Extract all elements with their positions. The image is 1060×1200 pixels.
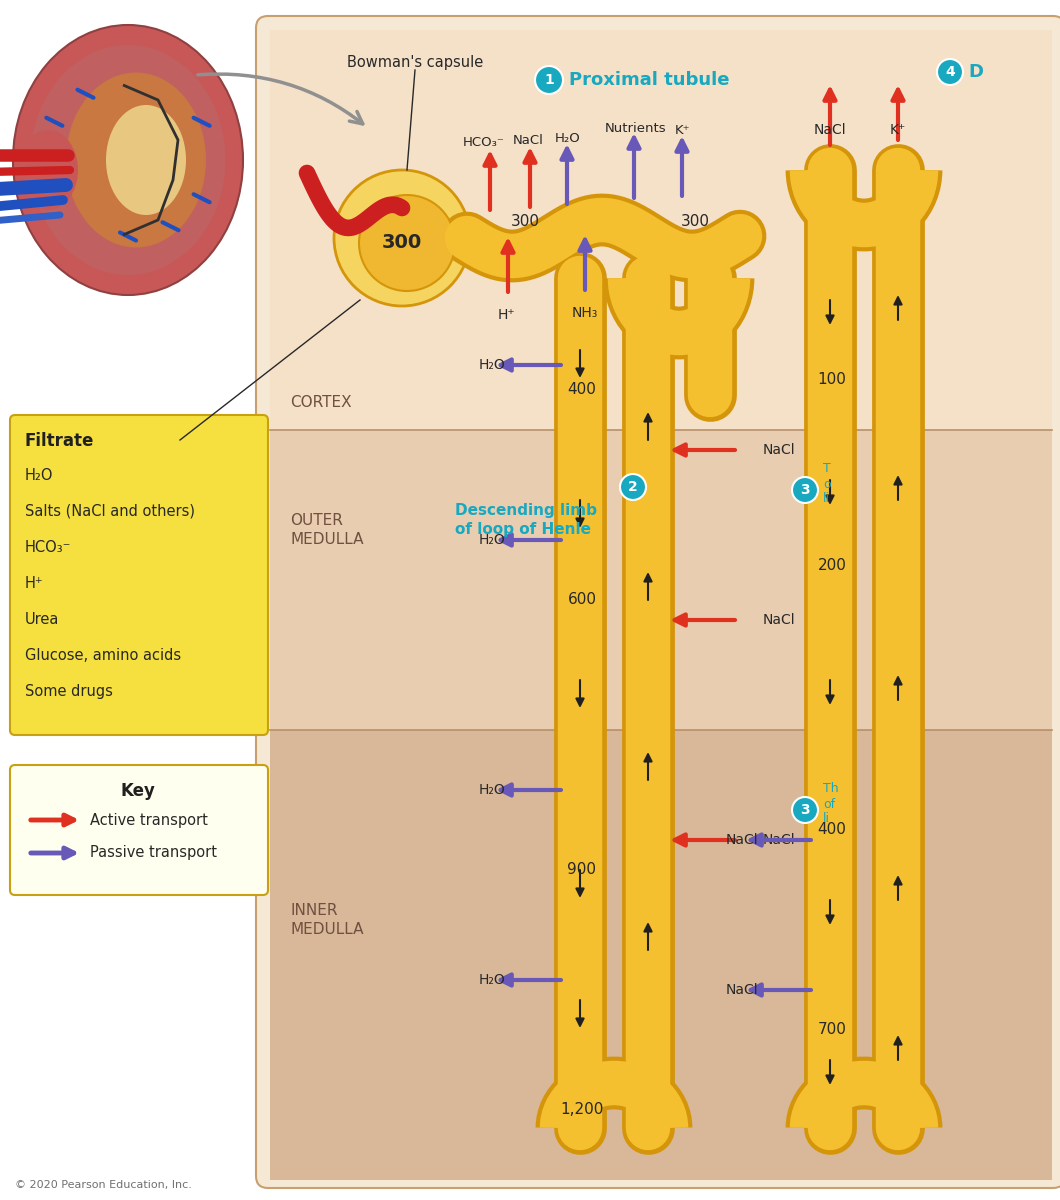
Circle shape [535,66,563,94]
Text: NH₃: NH₃ [571,306,598,320]
Text: OUTER
MEDULLA: OUTER MEDULLA [290,512,364,547]
Text: H₂O: H₂O [479,358,506,372]
Text: Bowman's capsule: Bowman's capsule [347,54,483,70]
Text: NaCl: NaCl [814,122,846,137]
Text: NaCl: NaCl [726,983,758,997]
Text: 3: 3 [800,803,810,817]
Text: H₂O: H₂O [479,973,506,986]
FancyBboxPatch shape [10,766,268,895]
Text: HCO₃⁻: HCO₃⁻ [463,136,505,149]
Text: Salts (NaCl and others): Salts (NaCl and others) [25,504,195,518]
Ellipse shape [31,44,226,275]
Text: 700: 700 [817,1022,847,1038]
Text: H₂O: H₂O [555,132,581,144]
Text: 600: 600 [567,593,597,607]
Text: 900: 900 [567,863,597,877]
Text: 300: 300 [511,215,540,229]
Text: Active transport: Active transport [90,812,208,828]
Circle shape [792,476,818,503]
Text: 1: 1 [544,73,554,86]
Text: 3: 3 [800,482,810,497]
Text: K⁺: K⁺ [674,124,690,137]
Text: Glucose, amino acids: Glucose, amino acids [25,648,181,662]
Text: Filtrate: Filtrate [25,432,94,450]
Ellipse shape [106,104,186,215]
Text: NaCl: NaCl [513,133,544,146]
Text: 300: 300 [681,215,709,229]
Text: Proximal tubule: Proximal tubule [569,71,729,89]
Text: K⁺: K⁺ [890,122,906,137]
Text: 400: 400 [817,822,847,838]
Text: T
o
li: T o li [823,462,831,505]
Text: NaCl: NaCl [763,833,796,847]
Text: H₂O: H₂O [479,782,506,797]
Text: Some drugs: Some drugs [25,684,112,698]
Text: Urea: Urea [25,612,59,626]
FancyBboxPatch shape [270,730,1052,1180]
Text: 2: 2 [629,480,638,494]
Text: HCO₃⁻: HCO₃⁻ [25,540,71,554]
Text: Nutrients: Nutrients [605,121,667,134]
Text: Key: Key [121,782,156,800]
FancyBboxPatch shape [270,430,1052,730]
Text: 100: 100 [817,372,847,388]
Text: NaCl: NaCl [763,443,796,457]
Text: INNER
MEDULLA: INNER MEDULLA [290,902,364,937]
FancyBboxPatch shape [270,30,1052,430]
Ellipse shape [13,25,243,295]
Text: 300: 300 [382,234,422,252]
Text: D: D [968,62,983,80]
Circle shape [359,194,455,290]
Text: © 2020 Pearson Education, Inc.: © 2020 Pearson Education, Inc. [15,1180,192,1190]
Text: Passive transport: Passive transport [90,846,217,860]
Ellipse shape [66,72,206,247]
Ellipse shape [18,130,78,210]
FancyBboxPatch shape [257,16,1060,1188]
Circle shape [620,474,646,500]
Text: 400: 400 [567,383,597,397]
Circle shape [334,170,470,306]
Text: CORTEX: CORTEX [290,395,352,410]
Text: Th
of
li: Th of li [823,782,838,826]
Circle shape [792,797,818,823]
Text: H₂O: H₂O [479,533,506,547]
Text: NaCl: NaCl [763,613,796,626]
Text: H⁺: H⁺ [25,576,43,590]
Text: 200: 200 [817,558,847,572]
Text: 1,200: 1,200 [561,1103,604,1117]
Text: H⁺: H⁺ [497,308,515,322]
Circle shape [937,59,962,85]
Text: 4: 4 [946,65,955,79]
Text: Descending limb
of loop of Henle: Descending limb of loop of Henle [455,503,597,538]
FancyBboxPatch shape [10,415,268,734]
Text: NaCl: NaCl [726,833,758,847]
Text: H₂O: H₂O [25,468,53,482]
